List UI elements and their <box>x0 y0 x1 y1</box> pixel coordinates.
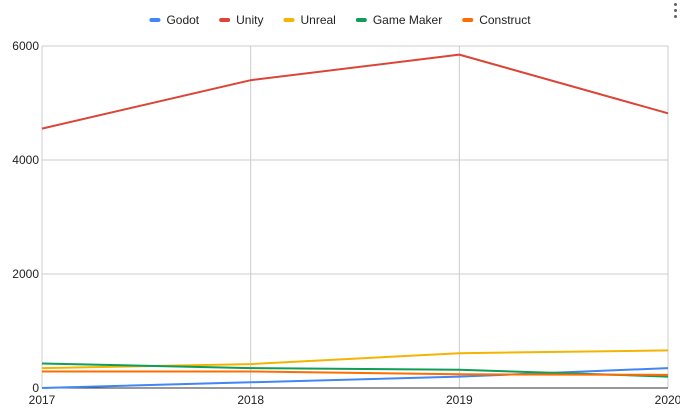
series-line-construct <box>42 370 669 376</box>
legend-label: Unity <box>236 13 263 27</box>
legend-label: Game Maker <box>373 13 442 27</box>
x-tick-label: 2017 <box>29 393 56 407</box>
legend-label: Godot <box>166 13 199 27</box>
x-tick-label: 2020 <box>655 393 680 407</box>
chart-series-lines <box>41 53 669 389</box>
legend-item-construct[interactable]: Construct <box>462 13 531 27</box>
series-line-unity <box>41 53 669 130</box>
y-tick-label: 6000 <box>12 39 39 53</box>
legend-item-game-maker[interactable]: Game Maker <box>355 13 442 27</box>
chart-menu-icon[interactable] <box>672 3 678 21</box>
legend-swatch <box>219 18 231 22</box>
legend-swatch <box>462 18 474 22</box>
legend-item-unreal[interactable]: Unreal <box>283 13 336 27</box>
x-tick-label: 2019 <box>446 393 473 407</box>
legend-swatch <box>149 18 161 22</box>
chart-axes <box>41 46 668 389</box>
chart-tick-labels: 0 2000 4000 6000 2017 2018 2019 2020 <box>12 39 680 407</box>
x-tick-label: 2018 <box>237 393 264 407</box>
legend-item-godot[interactable]: Godot <box>149 13 200 27</box>
y-tick-label: 2000 <box>12 267 39 281</box>
legend-item-unity[interactable]: Unity <box>219 13 263 27</box>
legend-label: Unreal <box>300 13 335 27</box>
legend-swatch <box>355 18 367 22</box>
chart-legend[interactable]: Godot Unity Unreal Game Maker Construct <box>149 13 531 27</box>
legend-swatch <box>283 18 295 22</box>
y-tick-label: 0 <box>32 381 39 395</box>
legend-label: Construct <box>479 13 531 27</box>
series-line-game-maker <box>41 362 669 378</box>
y-tick-label: 4000 <box>12 153 39 167</box>
chart-gridlines <box>42 45 669 388</box>
